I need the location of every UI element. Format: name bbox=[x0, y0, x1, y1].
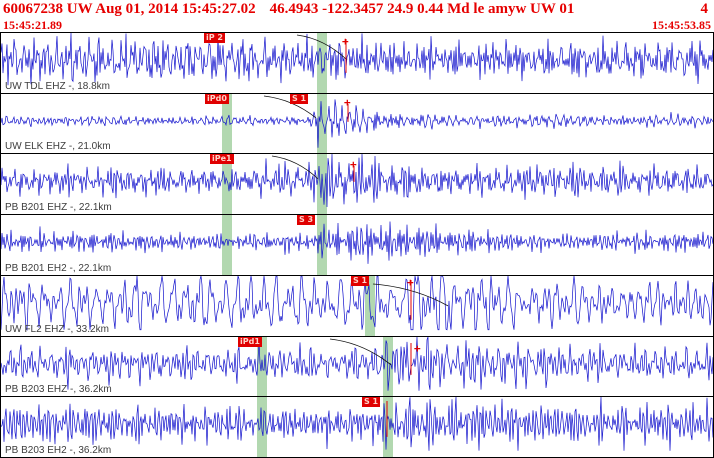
pick-flag[interactable]: iPd1 bbox=[238, 336, 262, 347]
waveform bbox=[1, 33, 713, 86]
pick-flag[interactable]: S 1 bbox=[290, 93, 309, 104]
arrival-curve bbox=[296, 34, 348, 61]
pick-flag[interactable]: S 1 bbox=[362, 397, 381, 408]
trace-label: UW TDL EHZ -, 18.8km bbox=[5, 80, 111, 92]
pick-flag[interactable]: iPe1 bbox=[210, 154, 234, 165]
trace-panels: + iP 2 UW TDL EHZ -, 18.8km + iPd0 S 1 UW ELK … bbox=[0, 32, 714, 458]
plus-marker[interactable]: + bbox=[414, 341, 421, 355]
time-axis-header: 15:45:21.89 15:45:53.85 bbox=[0, 18, 714, 32]
pick-window-band bbox=[383, 336, 393, 397]
waveform bbox=[1, 154, 713, 208]
trace-label: PB B201 EH2 -, 22.1km bbox=[5, 262, 112, 274]
event-location: 46.4943 -122.3457 24.9 0.44 Md le amyw U… bbox=[269, 1, 575, 17]
plus-marker[interactable]: + bbox=[407, 275, 414, 289]
pick-window-band bbox=[317, 215, 327, 275]
trace-label: PB B201 EHZ -, 22.1km bbox=[5, 202, 112, 214]
pick-flag[interactable]: iP 2 bbox=[204, 33, 225, 43]
window-end-time: 15:45:53.85 bbox=[652, 18, 711, 32]
waveform bbox=[1, 221, 713, 265]
arrival-curve bbox=[372, 283, 449, 307]
arrival-curve bbox=[271, 156, 319, 180]
trace-label: PB B203 EHZ -, 36.2km bbox=[5, 384, 112, 396]
trace-panel[interactable]: + iPd0 S 1 UW ELK EHZ -, 21.0km bbox=[1, 93, 713, 155]
pick-window-band bbox=[257, 336, 267, 397]
window-start-time: 15:45:21.89 bbox=[3, 18, 62, 32]
trace-panel[interactable]: + iPd1 PB B203 EHZ -, 36.2km bbox=[1, 336, 713, 398]
pick-window-band bbox=[222, 154, 232, 215]
pick-window-band bbox=[222, 215, 232, 275]
trace-label: UW ELK EHZ -, 21.0km bbox=[5, 141, 111, 153]
trace-label: UW FL2 EHZ -, 33.2km bbox=[5, 323, 109, 335]
plus-marker[interactable]: + bbox=[350, 158, 357, 172]
event-header: 60067238 UW Aug 01, 2014 15:45:27.02 46.… bbox=[0, 0, 714, 18]
arrival-curve bbox=[329, 338, 392, 365]
trace-panel[interactable]: + iPe1 PB B201 EHZ -, 22.1km bbox=[1, 154, 713, 216]
waveform bbox=[1, 336, 713, 391]
pick-flag[interactable]: iPd0 bbox=[205, 93, 229, 104]
pick-window-band bbox=[317, 154, 327, 215]
pick-window-band bbox=[383, 397, 393, 458]
pick-window-band bbox=[317, 33, 327, 93]
trace-panel[interactable]: + S 1 UW FL2 EHZ -, 33.2km bbox=[1, 275, 713, 337]
pick-flag[interactable]: S 1 bbox=[351, 275, 370, 286]
waveform bbox=[1, 397, 713, 452]
trace-panel[interactable]: S 1 PB B203 EH2 -, 36.2km bbox=[1, 397, 713, 458]
pick-window-band bbox=[222, 93, 232, 154]
event-summary: 60067238 UW Aug 01, 2014 15:45:27.02 bbox=[3, 1, 256, 17]
trace-panel[interactable]: S 3 PB B201 EH2 -, 22.1km bbox=[1, 215, 713, 276]
pick-window-band bbox=[317, 93, 327, 154]
plus-marker[interactable]: + bbox=[342, 35, 349, 48]
pick-flag[interactable]: S 3 bbox=[297, 215, 316, 226]
plus-marker[interactable]: + bbox=[344, 95, 351, 109]
trace-panel[interactable]: + iP 2 UW TDL EHZ -, 18.8km bbox=[1, 33, 713, 94]
trace-label: PB B203 EH2 -, 36.2km bbox=[5, 445, 112, 457]
waveform bbox=[1, 275, 713, 331]
trace-count: 4 bbox=[700, 1, 709, 17]
